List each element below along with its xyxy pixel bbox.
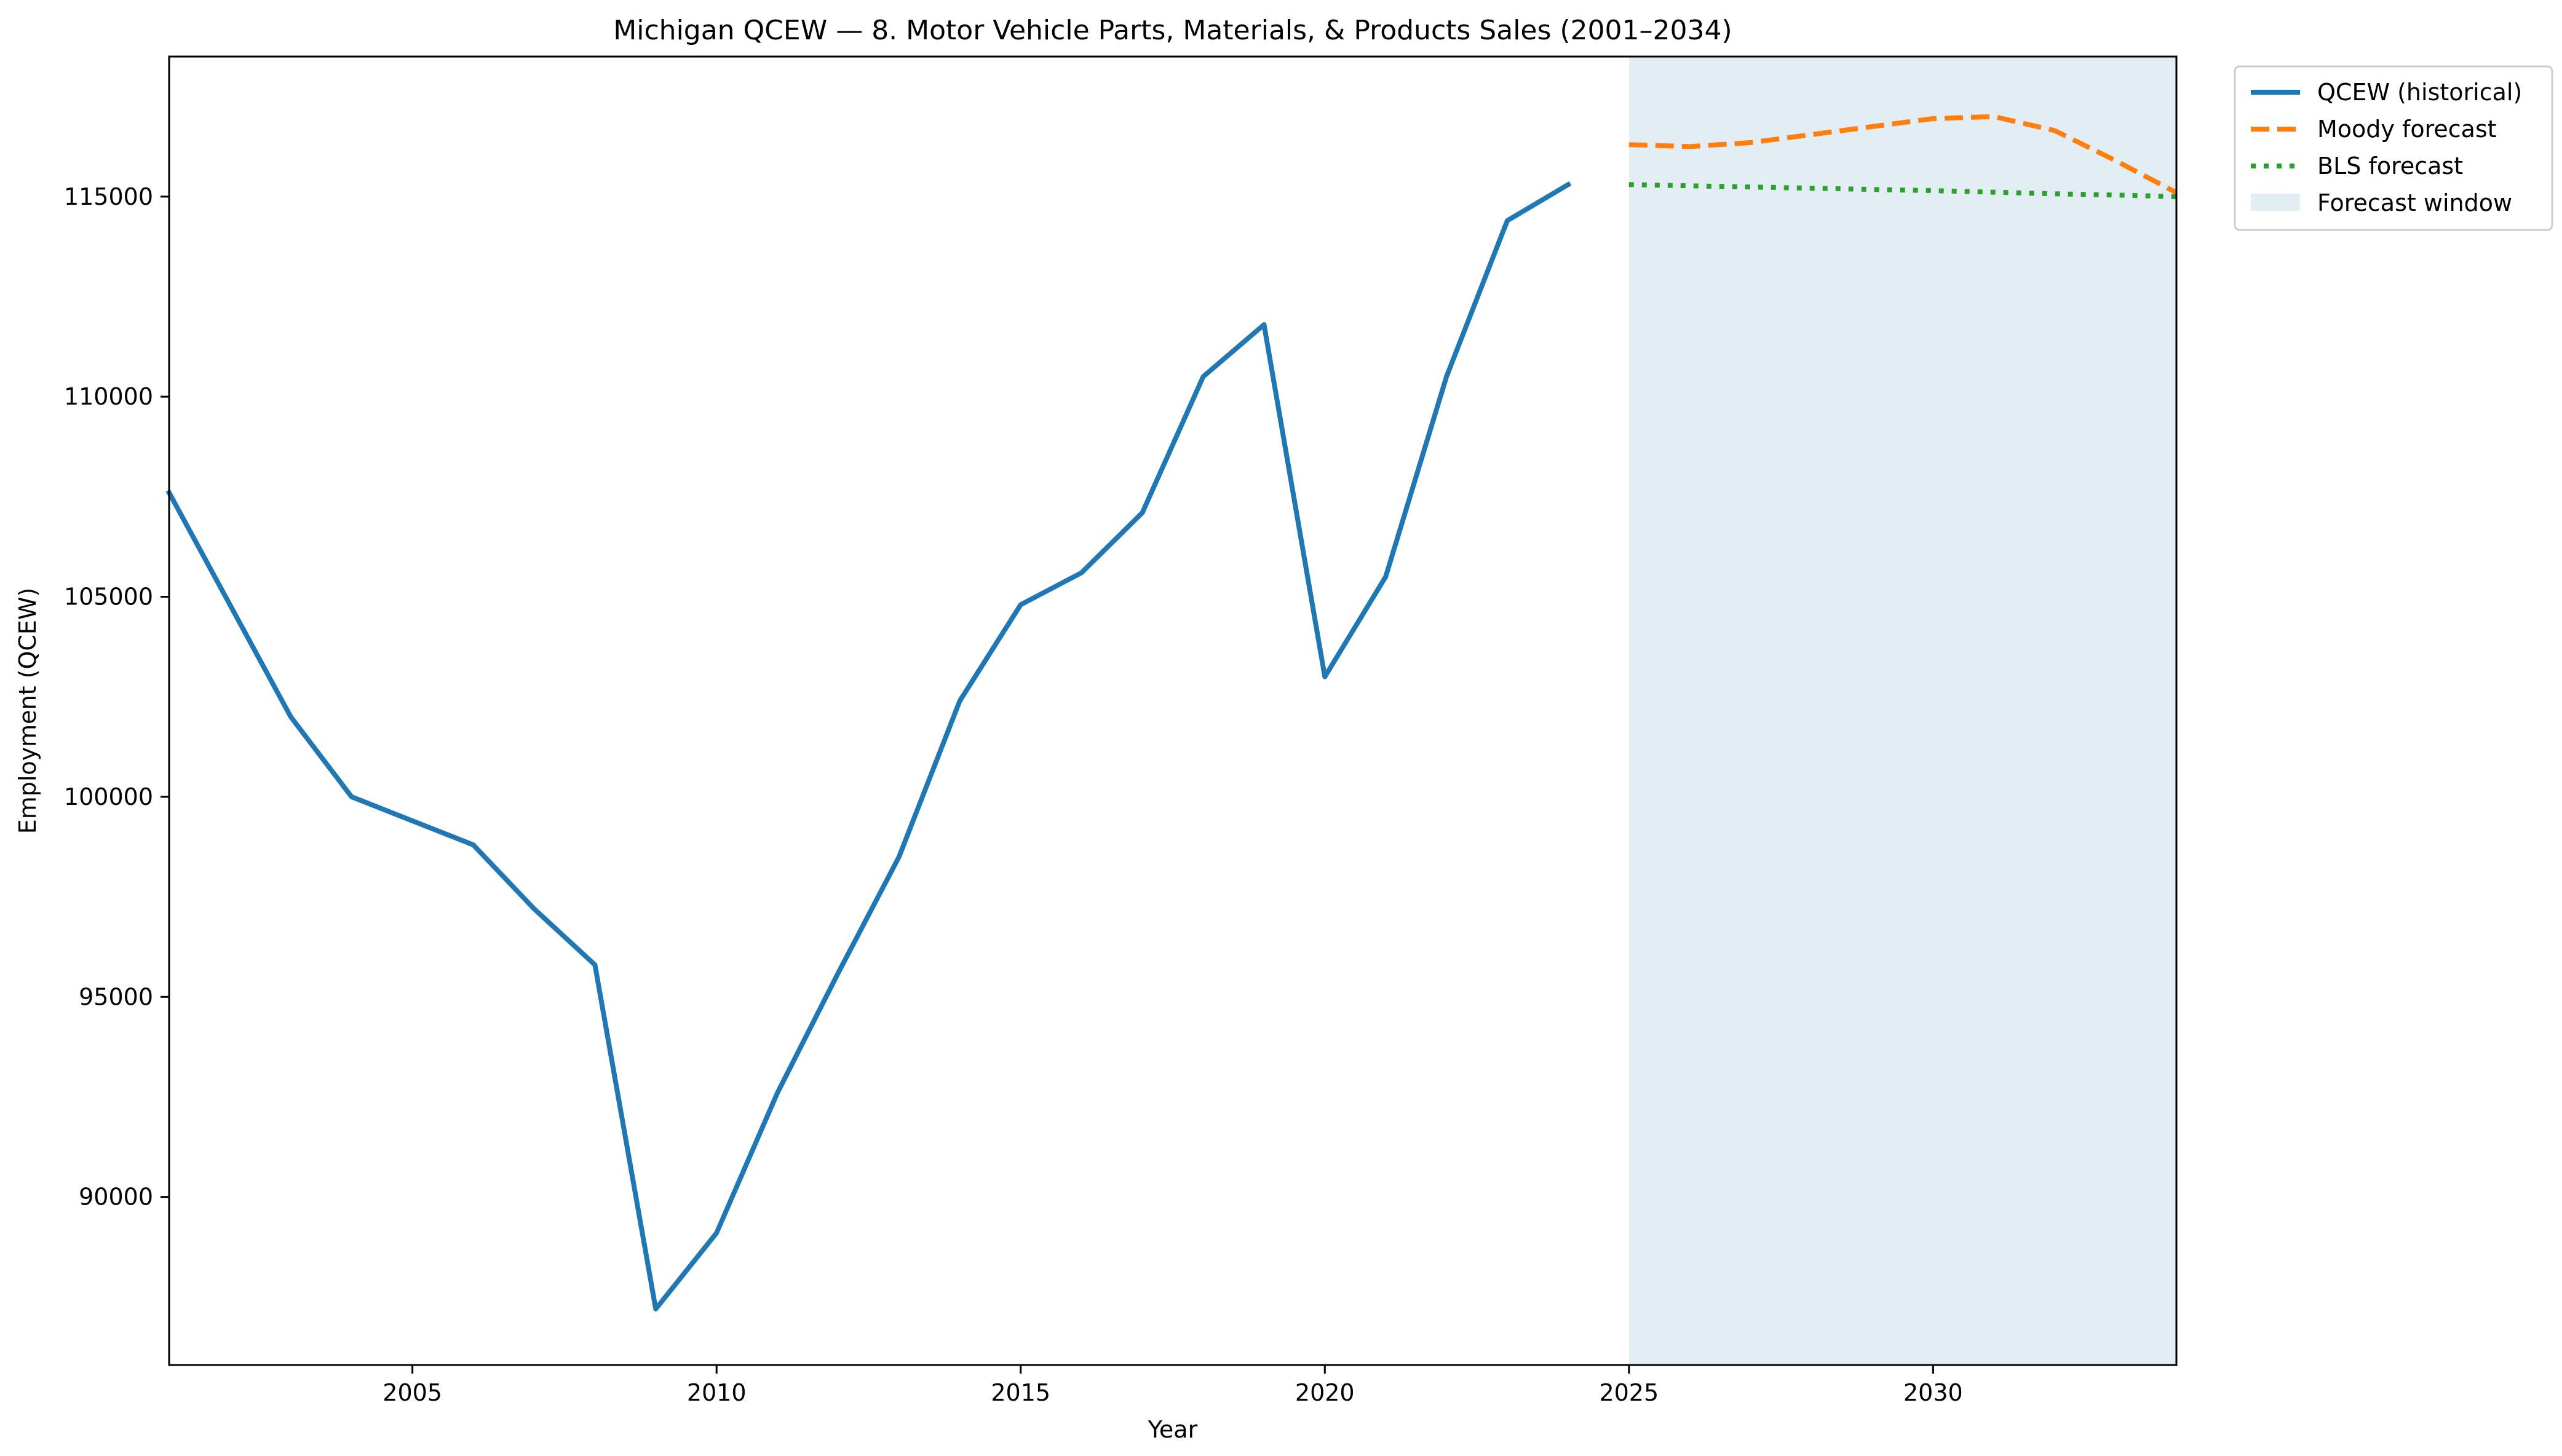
legend-label-bls: BLS forecast: [2317, 152, 2463, 180]
chart-title: Michigan QCEW — 8. Motor Vehicle Parts, …: [613, 15, 1732, 46]
plot-frame: [168, 55, 2178, 1366]
x-tick-label: 2020: [1295, 1379, 1355, 1406]
y-axis-label: Employment (QCEW): [14, 588, 41, 834]
y-tick-label: 115000: [64, 183, 153, 210]
y-tick-label: 110000: [64, 383, 153, 410]
legend-swatch-forecast-window: [2251, 194, 2300, 211]
y-tick-label: 105000: [64, 584, 153, 611]
x-tick-label: 2030: [1903, 1379, 1963, 1406]
legend-label-moody: Moody forecast: [2317, 116, 2497, 143]
series-line-3: [1628, 182, 2177, 199]
series-line-1: [165, 181, 1572, 1312]
legend-label-forecast-window: Forecast window: [2317, 189, 2512, 216]
legend-label-qcew: QCEW (historical): [2317, 79, 2522, 106]
y-tick-label: 95000: [79, 983, 153, 1010]
x-tick-label: 2025: [1599, 1379, 1659, 1406]
forecast-window-band: [1628, 57, 2176, 1365]
legend-frame: [2234, 65, 2553, 231]
legend: QCEW (historical) Moody forecast BLS for…: [2234, 65, 2553, 231]
x-tick-label: 2005: [383, 1379, 442, 1406]
y-tick-label: 90000: [79, 1184, 153, 1211]
series-line-2: [1628, 114, 2178, 195]
x-tick-label: 2010: [687, 1379, 747, 1406]
x-tick-label: 2015: [991, 1379, 1050, 1406]
x-axis-label: Year: [1148, 1416, 1198, 1443]
y-tick-label: 100000: [64, 783, 153, 810]
